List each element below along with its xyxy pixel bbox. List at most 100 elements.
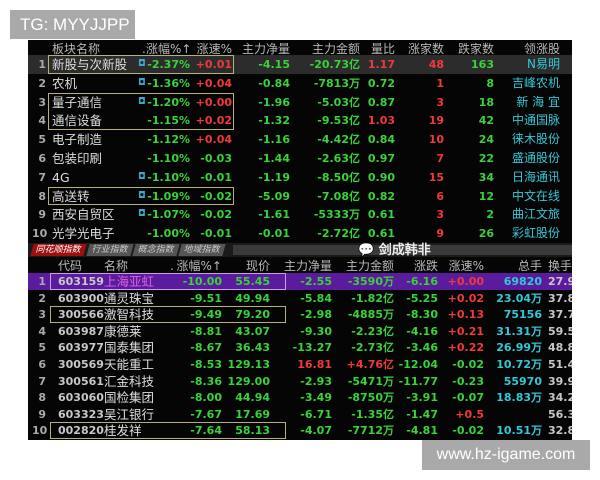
sector-row[interactable]: 6 包装印刷 -1.10% -0.03 -1.44 -2.63亿 0.97 7 22 盛通股份 bbox=[28, 149, 572, 168]
leading-stock[interactable]: 日海通讯 bbox=[511, 169, 560, 184]
stock-row[interactable]: 2 603900 通灵珠宝 -9.51 49.94 -5.84 -1.82亿 -5.25 +0.… bbox=[28, 290, 572, 307]
sector-col-header[interactable]: 涨幅%↑ bbox=[146, 42, 192, 56]
main-net: -0.01 bbox=[258, 227, 290, 241]
sector-row[interactable]: 8 高送转 ◘ -1.09% -0.02 -5.09 -7.08亿 0.82 6 12 中文在线 bbox=[28, 187, 572, 206]
down-count: 34 bbox=[478, 170, 494, 184]
main-net: -6.71 bbox=[300, 407, 332, 421]
sector-row[interactable]: 10 光学光电子 -1.00% -0.01 -0.01 -2.72亿 0.61 9 26 彩虹股份 bbox=[28, 224, 572, 243]
info-dot-icon: ◘ bbox=[138, 190, 146, 201]
sector-col-header[interactable]: 板块名称 bbox=[52, 42, 101, 56]
turnover: 34.2 bbox=[548, 391, 572, 405]
sector-col-header[interactable]: 主力净量 bbox=[241, 42, 290, 56]
stock-row[interactable]: 1 603159 上海亚虹 -10.00 55.45 -2.55 -3590万 -6.16 +0… bbox=[28, 273, 572, 290]
change-pct: -2.37% bbox=[147, 58, 190, 71]
main-amount: -5333万 bbox=[313, 208, 360, 222]
change-pct: -9.49 bbox=[190, 308, 222, 322]
tab-ths-index[interactable]: 同花顺指数 bbox=[30, 244, 87, 256]
stock-col-header[interactable]: 总手 bbox=[517, 259, 542, 273]
change-pct: -7.67 bbox=[190, 407, 222, 421]
leading-stock[interactable]: 吉峰农机 bbox=[511, 75, 560, 90]
sector-row[interactable]: 4 通信设备 -1.15% +0.02 -1.32 -9.53亿 1.03 19 42 中通国脉 bbox=[28, 111, 572, 130]
change: -8.30 bbox=[406, 308, 438, 322]
turnover: 37.7 bbox=[548, 308, 572, 322]
sector-col-header[interactable]: 量比 bbox=[370, 42, 395, 56]
sector-col-header[interactable]: 主力金额 bbox=[311, 42, 360, 56]
stock-row[interactable]: 5 603977 国泰集团 -8.67 36.43 -13.27 -2.73亿 -3.46 +0… bbox=[28, 339, 572, 356]
stock-col-header[interactable]: 代码 bbox=[58, 259, 83, 273]
up-count: 1 bbox=[436, 76, 444, 90]
volume-ratio: 0.87 bbox=[367, 95, 395, 109]
stock-name: 天能重工 bbox=[104, 357, 155, 372]
stock-row[interactable]: 8 603060 国检集团 -8.00 44.94 -3.49 -8750万 -3.91 -0.… bbox=[28, 389, 572, 406]
main-amount: -7813万 bbox=[313, 76, 360, 90]
leading-stock[interactable]: 彩虹股份 bbox=[511, 226, 560, 241]
down-count: 12 bbox=[478, 189, 494, 203]
leading-stock[interactable]: 中文在线 bbox=[511, 188, 560, 203]
stock-col-header[interactable]: . bbox=[170, 259, 174, 273]
sector-col-header[interactable]: 涨速% bbox=[196, 42, 232, 56]
up-count: 10 bbox=[428, 133, 444, 147]
leading-stock[interactable]: 徕木股份 bbox=[511, 132, 560, 147]
leading-stock[interactable]: 中通国脉 bbox=[511, 113, 560, 128]
stock-col-header[interactable]: 换手 bbox=[548, 259, 572, 273]
leading-stock[interactable]: N易明 bbox=[527, 57, 560, 71]
sector-col-header[interactable]: 涨家数 bbox=[407, 42, 444, 56]
tab-region-index[interactable]: 地域指数 bbox=[178, 244, 226, 256]
sector-name: 农机 bbox=[52, 75, 78, 91]
sector-col-header[interactable]: 领涨股 bbox=[523, 42, 560, 56]
leading-stock[interactable]: 曲江文旅 bbox=[511, 207, 560, 222]
stock-col-header[interactable]: 涨速% bbox=[448, 259, 484, 273]
stock-col-header[interactable]: 现价 bbox=[245, 259, 270, 273]
volume-ratio: 0.90 bbox=[367, 170, 395, 184]
turnover: 39.9 bbox=[548, 374, 572, 388]
down-count: 163 bbox=[471, 58, 494, 71]
tab-concept-index[interactable]: 概念指数 bbox=[132, 244, 180, 256]
stock-row[interactable]: 9 603323 吴江银行 -7.67 17.69 -6.71 -1.35亿 -1.47 +0.… bbox=[28, 406, 572, 423]
stock-row[interactable]: 10 002820 桂发祥 -7.64 58.13 -4.07 -7712万 -4.81 -0.… bbox=[28, 422, 572, 439]
volume-ratio: 0.61 bbox=[367, 227, 395, 241]
main-amount: -2.23亿 bbox=[351, 324, 394, 338]
sector-row[interactable]: 3 量子通信 ◘ -1.20% +0.00 -1.96 -5.03亿 0.87 3 18 新 海 宜 bbox=[28, 93, 572, 112]
stock-col-header[interactable]: 名称 bbox=[104, 259, 129, 273]
row-index: 2 bbox=[38, 76, 46, 90]
leading-stock[interactable]: 盛通股份 bbox=[511, 151, 560, 165]
speed-pct: +0.02 bbox=[195, 114, 232, 128]
row-index: 3 bbox=[38, 308, 46, 322]
stock-name: 激智科技 bbox=[104, 307, 155, 323]
change-pct: -1.12% bbox=[147, 133, 190, 147]
price: 43.07 bbox=[235, 324, 270, 338]
sector-row[interactable]: 7 4G ◘ -1.10% -0.01 -1.19 -8.50亿 0.90 15 34 日海通讯 bbox=[28, 168, 572, 187]
horizontal-scrollbar[interactable] bbox=[233, 245, 572, 255]
speed-pct: +0.13 bbox=[447, 308, 484, 322]
main-net: -3.49 bbox=[300, 391, 332, 405]
sector-col-header[interactable]: . bbox=[142, 42, 146, 56]
stock-row[interactable]: 4 603987 康德莱 -8.81 43.07 -9.30 -2.23亿 -4.16 +0.2… bbox=[28, 323, 572, 340]
sector-col-header[interactable]: 跌家数 bbox=[457, 42, 494, 56]
stock-col-header[interactable]: 涨幅%↑ bbox=[176, 259, 222, 273]
sector-row[interactable]: 2 农机 ◘ -1.36% +0.04 -0.84 -7813万 0.72 1 8 吉峰农机 bbox=[28, 74, 572, 93]
stock-row[interactable]: 7 300561 汇金科技 -8.36 129.00 -2.93 -5471万 -11.77-… bbox=[28, 373, 572, 390]
change-pct: -1.10% bbox=[147, 152, 190, 165]
sector-row[interactable]: 5 电子制造 -1.12% +0.04 -1.16 -4.42亿 0.84 10 24 徕木股份 bbox=[28, 130, 572, 149]
stock-col-header[interactable]: 涨跌 bbox=[413, 259, 438, 273]
row-index: 2 bbox=[38, 291, 46, 305]
main-net: -1.16 bbox=[258, 133, 290, 147]
stock-row[interactable]: 3 300566 激智科技 -9.49 79.20 -2.98 -4885万 -8.30 +0.… bbox=[28, 306, 572, 323]
row-index: 6 bbox=[38, 358, 46, 371]
volume-ratio: 1.03 bbox=[367, 114, 395, 128]
sector-row[interactable]: 1 新股与次新股 ◘ -2.37% +0.01 -4.15 -20.73亿 1.17 48 163… bbox=[28, 55, 572, 74]
row-index: 3 bbox=[38, 95, 46, 109]
turnover: 37.8 bbox=[548, 291, 572, 305]
stock-col-header[interactable]: 主力净量 bbox=[283, 259, 332, 273]
speed-pct: +0.00 bbox=[195, 95, 232, 109]
stock-col-header[interactable]: 主力金额 bbox=[345, 259, 394, 273]
info-dot-icon: ◘ bbox=[138, 77, 146, 88]
main-amount: -2.63亿 bbox=[317, 152, 360, 165]
tab-industry-index[interactable]: 行业指数 bbox=[86, 244, 134, 256]
change-pct: -1.00% bbox=[147, 227, 190, 241]
stock-row[interactable]: 6 300569 天能重工 -8.53 129.13 16.81 +4.76亿 -12.04 -… bbox=[28, 356, 572, 373]
leading-stock[interactable]: 新 海 宜 bbox=[516, 94, 560, 109]
change-pct: -1.15% bbox=[147, 114, 190, 128]
sector-row[interactable]: 9 西安自贸区 ◘ -1.07% -0.02 -1.61 -5333万 0.61 3 2 曲江文旅 bbox=[28, 205, 572, 224]
up-count: 6 bbox=[436, 189, 444, 203]
